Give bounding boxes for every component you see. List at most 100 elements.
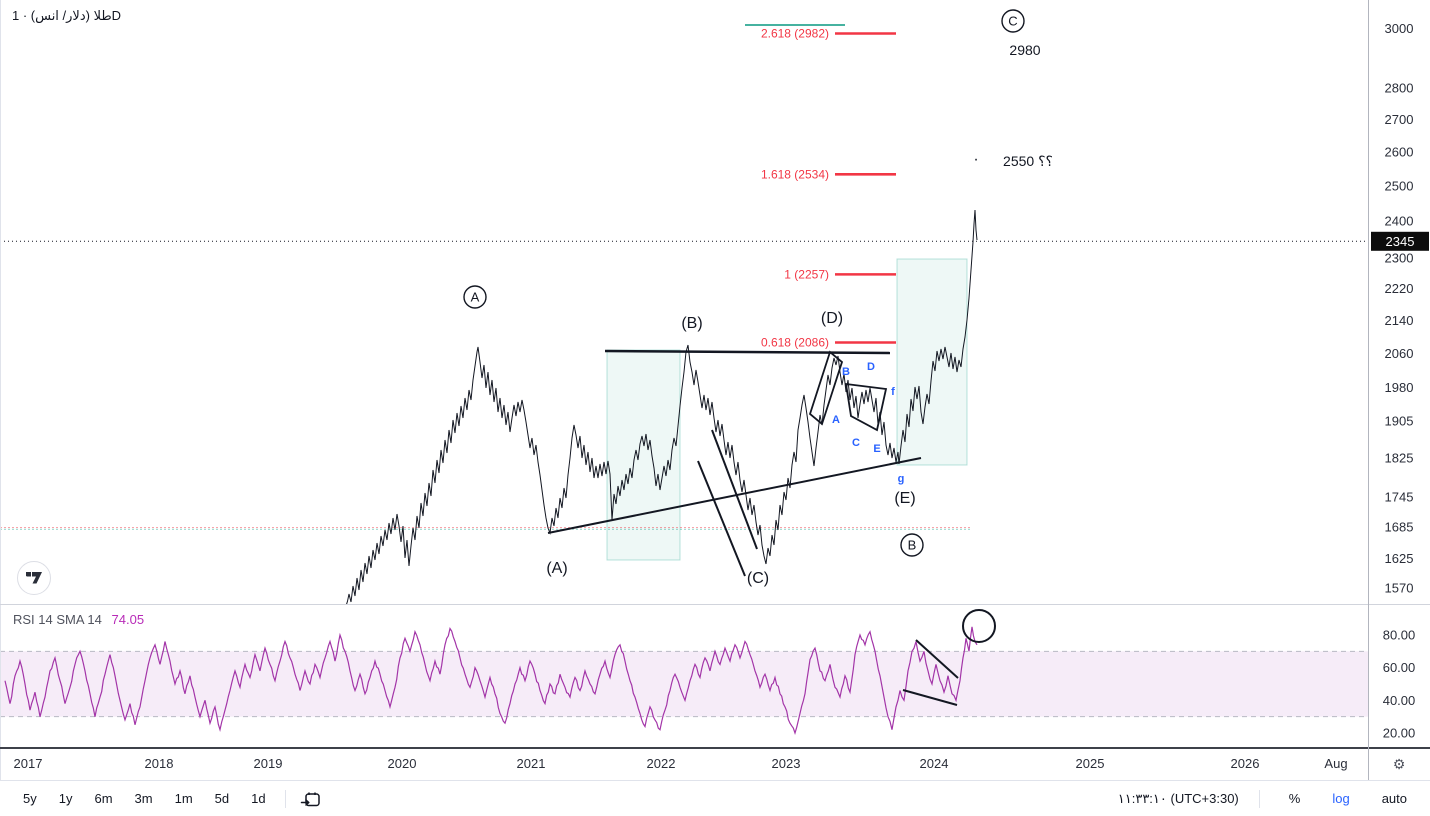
time-tick-label: Aug bbox=[1324, 756, 1347, 771]
minor-wave-label[interactable]: E bbox=[873, 443, 880, 455]
time-tick-label: 2018 bbox=[145, 756, 174, 771]
price-tick-label: 1570 bbox=[1385, 581, 1414, 596]
time-tick-label: 2025 bbox=[1076, 756, 1105, 771]
rsi-legend: RSI 14 SMA 14 74.05 bbox=[13, 612, 144, 627]
price-tick-label: 1625 bbox=[1385, 551, 1414, 566]
time-tick-label: 2021 bbox=[517, 756, 546, 771]
range-5y-button[interactable]: 5y bbox=[14, 788, 46, 809]
fib-level-label: 1.618 (2534) bbox=[761, 167, 829, 181]
trend-line[interactable] bbox=[547, 457, 922, 534]
rsi-indicator-pane[interactable] bbox=[0, 609, 1368, 735]
main-price-pane[interactable]: 2.618 (2982) 1.618 (2534) 1 (2257) 0.618 (2… bbox=[0, 9, 1368, 606]
price-tick-label: 2300 bbox=[1385, 251, 1414, 266]
current-price-badge-label: 2345 bbox=[1386, 234, 1415, 249]
price-tick-label: 2700 bbox=[1385, 112, 1414, 127]
rsi-tick-label: 80.00 bbox=[1383, 628, 1416, 643]
rsi-axis[interactable]: 80.00 60.00 40.00 20.00 bbox=[1383, 628, 1416, 741]
range-6m-button[interactable]: 6m bbox=[85, 788, 121, 809]
fib-level-label: 0.618 (2086) bbox=[761, 335, 829, 349]
price-tick-label: 3000 bbox=[1385, 21, 1414, 36]
wave-label[interactable]: (E) bbox=[894, 490, 915, 507]
price-tick-label: 1905 bbox=[1385, 413, 1414, 428]
minor-wave-label[interactable]: g bbox=[898, 473, 905, 485]
current-price-badge bbox=[1371, 231, 1429, 251]
symbol-title: طلا (دلار/ انس) · 1D bbox=[12, 8, 122, 23]
wave-label[interactable]: (D) bbox=[821, 310, 843, 327]
rsi-tick-label: 20.00 bbox=[1383, 726, 1416, 741]
rsi-line[interactable] bbox=[4, 626, 978, 735]
rsi-highlight-circle[interactable] bbox=[962, 609, 996, 643]
trend-line[interactable] bbox=[604, 349, 891, 355]
rsi-legend-value: 74.05 bbox=[111, 612, 145, 627]
wave-label[interactable]: (B) bbox=[681, 315, 702, 332]
range-3m-button[interactable]: 3m bbox=[126, 788, 162, 809]
minor-wave-label[interactable]: A bbox=[832, 414, 840, 426]
wave-label[interactable]: (C) bbox=[747, 570, 769, 587]
time-axis[interactable]: 2017 2018 2019 2020 2021 2022 2023 2024 2025 2026… bbox=[14, 756, 1406, 772]
time-tick-label: 2017 bbox=[14, 756, 43, 771]
range-1m-button[interactable]: 1m bbox=[166, 788, 202, 809]
auto-scale-button[interactable]: auto bbox=[1373, 788, 1416, 809]
rsi-band-fill bbox=[0, 651, 1368, 717]
circled-wave-letter: C bbox=[1008, 14, 1017, 29]
fib-level-label: 1 (2257) bbox=[784, 267, 829, 281]
toolbar-right: ۱۱:۳۳:۱۰ (UTC+3:30) % log auto bbox=[1118, 788, 1416, 809]
highlight-box[interactable] bbox=[606, 349, 681, 561]
price-tick-label: 1825 bbox=[1385, 451, 1414, 466]
price-tick-label: 2060 bbox=[1385, 346, 1414, 361]
go-to-date-button[interactable] bbox=[296, 787, 326, 811]
price-target-text[interactable]: 2980 bbox=[1009, 42, 1040, 58]
price-series[interactable] bbox=[346, 209, 978, 606]
price-tick-label: 2220 bbox=[1385, 281, 1414, 296]
percent-scale-button[interactable]: % bbox=[1280, 788, 1310, 809]
price-tick-label: 1685 bbox=[1385, 520, 1414, 535]
circled-wave-label[interactable] bbox=[900, 533, 924, 557]
channel-shape[interactable] bbox=[844, 382, 888, 432]
range-buttons: 5y 1y 6m 3m 1m 5d 1d bbox=[14, 787, 326, 811]
rsi-legend-name: RSI 14 SMA 14 bbox=[13, 612, 102, 627]
price-tick-label: 2600 bbox=[1385, 145, 1414, 160]
rsi-tick-label: 40.00 bbox=[1383, 693, 1416, 708]
range-1d-button[interactable]: 1d bbox=[242, 788, 274, 809]
price-target-text[interactable]: · bbox=[973, 151, 978, 168]
fib-extension-tool[interactable]: 2.618 (2982) 1.618 (2534) 1 (2257) 0.618 (2… bbox=[761, 26, 896, 349]
circled-wave-label[interactable] bbox=[463, 285, 487, 309]
highlight-box[interactable] bbox=[896, 258, 968, 466]
fib-level-label: 2.618 (2982) bbox=[761, 26, 829, 40]
price-target-text[interactable]: 2550 ؟؟ bbox=[1003, 153, 1053, 169]
range-1y-button[interactable]: 1y bbox=[50, 788, 82, 809]
price-tick-label: 1980 bbox=[1385, 380, 1414, 395]
wave-label[interactable]: (A) bbox=[546, 560, 567, 577]
time-tick-label: 2024 bbox=[920, 756, 949, 771]
tradingview-logo-icon bbox=[26, 572, 42, 584]
circled-wave-letter: B bbox=[908, 538, 917, 553]
minor-wave-label[interactable]: D bbox=[867, 361, 875, 373]
price-tick-label: 2140 bbox=[1385, 313, 1414, 328]
calendar-arrow-icon bbox=[300, 792, 320, 806]
price-tick-label: 1745 bbox=[1385, 489, 1414, 504]
log-scale-button[interactable]: log bbox=[1323, 788, 1358, 809]
toolbar-divider bbox=[1258, 789, 1260, 808]
rsi-trend-line[interactable] bbox=[902, 689, 958, 706]
minor-wave-label[interactable]: B bbox=[842, 366, 850, 378]
trend-line[interactable] bbox=[697, 460, 746, 577]
pane-separators bbox=[0, 0, 1430, 781]
price-tick-label: 2400 bbox=[1385, 214, 1414, 229]
time-tick-label: 2020 bbox=[388, 756, 417, 771]
time-tick-label: 2026 bbox=[1231, 756, 1260, 771]
trend-line[interactable] bbox=[711, 429, 758, 550]
minor-wave-label[interactable]: f bbox=[891, 386, 895, 398]
price-axis[interactable]: 3000 2800 2700 2600 2500 2400 2300 2220 2140 2060… bbox=[1371, 21, 1429, 596]
circled-wave-label[interactable] bbox=[1001, 9, 1025, 33]
chart-canvas[interactable]: 2.618 (2982) 1.618 (2534) 1 (2257) 0.618 (2… bbox=[0, 0, 1430, 781]
clock-label[interactable]: ۱۱:۳۳:۱۰ (UTC+3:30) bbox=[1117, 790, 1239, 806]
channel-shape[interactable] bbox=[808, 350, 844, 426]
price-line[interactable] bbox=[346, 209, 978, 606]
tradingview-logo[interactable] bbox=[17, 561, 51, 595]
chart-settings-gear-icon[interactable]: ⚙ bbox=[1393, 756, 1406, 772]
range-5d-button[interactable]: 5d bbox=[206, 788, 238, 809]
rsi-trend-line[interactable] bbox=[915, 639, 959, 679]
minor-wave-label[interactable]: C bbox=[852, 437, 860, 449]
circled-wave-letter: A bbox=[471, 290, 480, 305]
